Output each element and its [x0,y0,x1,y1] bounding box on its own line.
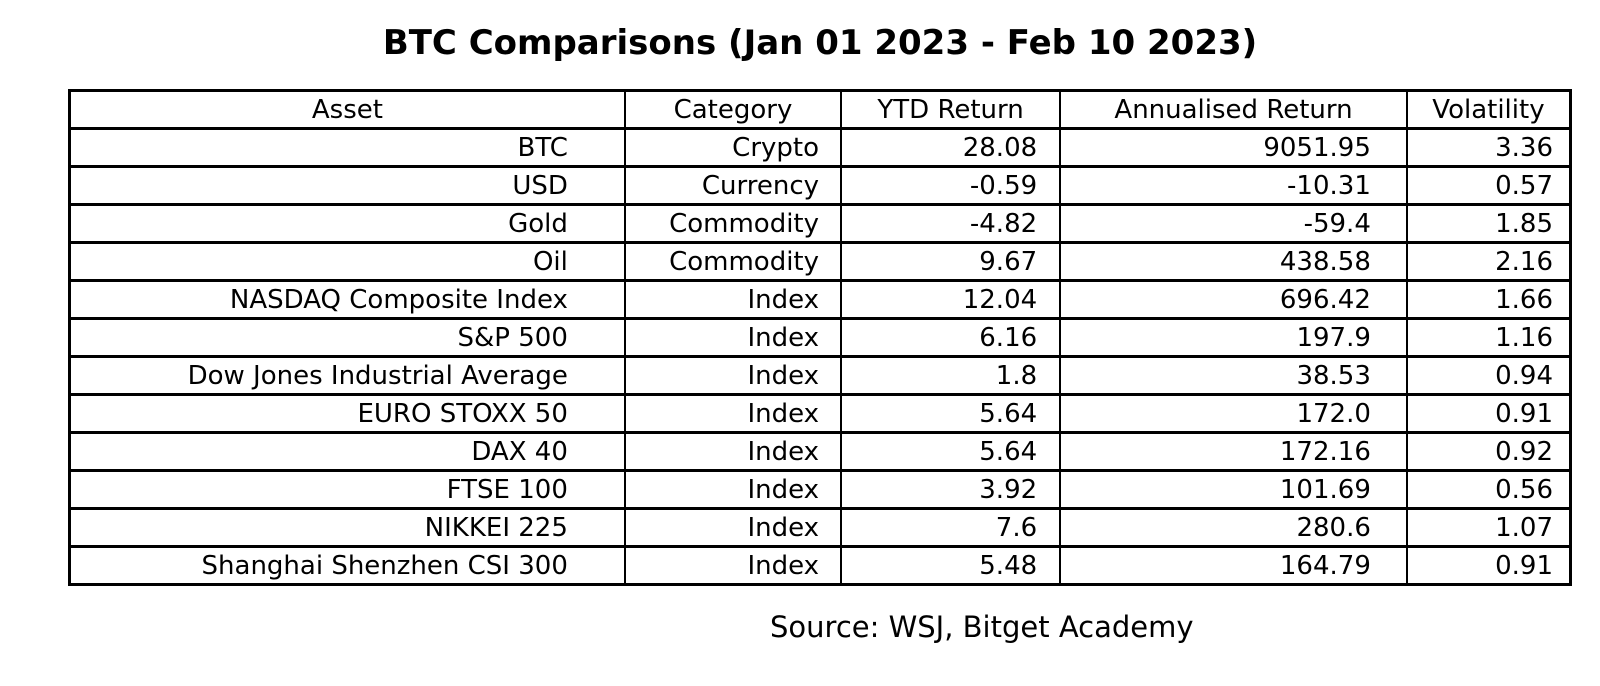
value-cell: 7.6 [840,507,1062,548]
asset-cell: FTSE 100 [68,469,626,510]
value-cell: 197.9 [1059,317,1408,358]
value-cell: Currency [623,165,843,206]
value-cell: 0.91 [1405,545,1572,586]
value-cell: 6.16 [840,317,1062,358]
value-cell: 1.85 [1405,203,1572,244]
table-row: EURO STOXX 50 Index 5.64 172.0 0.91 [68,393,1572,434]
asset-cell: Dow Jones Industrial Average [68,355,626,396]
table-row: USD Currency -0.59 -10.31 0.57 [68,165,1572,206]
value-cell: 2.16 [1405,241,1572,282]
value-cell: 164.79 [1059,545,1408,586]
value-cell: 172.16 [1059,431,1408,472]
table-row: NASDAQ Composite Index Index 12.04 696.42 1.… [68,279,1572,320]
value-cell: Index [623,317,843,358]
value-cell: 5.64 [840,393,1062,434]
table-row: Shanghai Shenzhen CSI 300 Index 5.48 164.79… [68,545,1572,586]
column-header: Annualised Return [1059,89,1408,130]
value-cell: Index [623,393,843,434]
value-cell: Commodity [623,203,843,244]
value-cell: Index [623,431,843,472]
value-cell: 280.6 [1059,507,1408,548]
chart-title: BTC Comparisons (Jan 01 2023 - Feb 10 20… [382,23,1258,63]
table-row: Gold Commodity -4.82 -59.4 1.85 [68,203,1572,244]
asset-cell: Shanghai Shenzhen CSI 300 [68,545,626,586]
column-header: YTD Return [840,89,1062,130]
value-cell: 172.0 [1059,393,1408,434]
asset-cell: S&P 500 [68,317,626,358]
value-cell: 1.07 [1405,507,1572,548]
value-cell: Index [623,507,843,548]
value-cell: 3.36 [1405,127,1572,168]
value-cell: 0.91 [1405,393,1572,434]
value-cell: 0.56 [1405,469,1572,510]
value-cell: 5.48 [840,545,1062,586]
table-row: Dow Jones Industrial Average Index 1.8 38.5… [68,355,1572,396]
value-cell: -4.82 [840,203,1062,244]
column-header: Category [623,89,843,130]
asset-cell: NASDAQ Composite Index [68,279,626,320]
value-cell: Commodity [623,241,843,282]
value-cell: -59.4 [1059,203,1408,244]
value-cell: 1.66 [1405,279,1572,320]
column-header: Volatility [1405,89,1572,130]
asset-cell: USD [68,165,626,206]
asset-cell: Oil [68,241,626,282]
value-cell: -0.59 [840,165,1062,206]
value-cell: 438.58 [1059,241,1408,282]
asset-cell: EURO STOXX 50 [68,393,626,434]
asset-cell: DAX 40 [68,431,626,472]
asset-cell: BTC [68,127,626,168]
value-cell: Crypto [623,127,843,168]
value-cell: 0.94 [1405,355,1572,396]
table-row: S&P 500 Index 6.16 197.9 1.16 [68,317,1572,358]
header-row: Asset Category YTD Return Annualised Return… [68,89,1572,130]
value-cell: -10.31 [1059,165,1408,206]
value-cell: Index [623,469,843,510]
value-cell: 28.08 [840,127,1062,168]
value-cell: Index [623,355,843,396]
value-cell: 12.04 [840,279,1062,320]
value-cell: 101.69 [1059,469,1408,510]
value-cell: 3.92 [840,469,1062,510]
comparison-table: Asset Category YTD Return Annualised Return… [68,89,1572,586]
value-cell: Index [623,279,843,320]
value-cell: 38.53 [1059,355,1408,396]
value-cell: 9051.95 [1059,127,1408,168]
value-cell: 9.67 [840,241,1062,282]
value-cell: 696.42 [1059,279,1408,320]
table-row: NIKKEI 225 Index 7.6 280.6 1.07 [68,507,1572,548]
value-cell: 5.64 [840,431,1062,472]
value-cell: 0.92 [1405,431,1572,472]
source-note: Source: WSJ, Bitget Academy [770,610,1194,644]
value-cell: 1.8 [840,355,1062,396]
table-body: BTC Crypto 28.08 9051.95 3.36 USD Currency -0.5… [68,127,1572,586]
value-cell: 1.16 [1405,317,1572,358]
table-row: FTSE 100 Index 3.92 101.69 0.56 [68,469,1572,510]
table-row: BTC Crypto 28.08 9051.95 3.36 [68,127,1572,168]
value-cell: 0.57 [1405,165,1572,206]
asset-cell: NIKKEI 225 [68,507,626,548]
asset-cell: Gold [68,203,626,244]
table-row: DAX 40 Index 5.64 172.16 0.92 [68,431,1572,472]
table-row: Oil Commodity 9.67 438.58 2.16 [68,241,1572,282]
column-header: Asset [68,89,626,130]
value-cell: Index [623,545,843,586]
